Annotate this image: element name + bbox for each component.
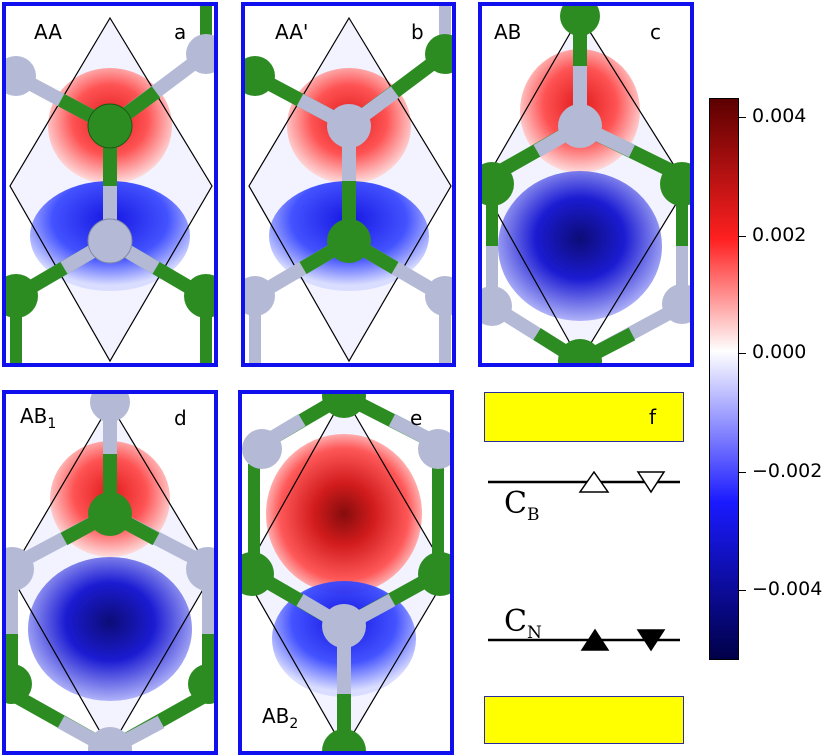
stacking-label-aa-prime: AA' (275, 20, 309, 44)
colorbar-tick-label: 0.004 (752, 105, 807, 127)
panel-ab1: AB1 d (2, 390, 218, 755)
colorbar-tick-label: 0.002 (752, 224, 807, 246)
colorbar-tick-label: −0.004 (752, 578, 823, 600)
stacking-label-ab1-sub: 1 (47, 416, 57, 432)
density-map-aa-prime (245, 6, 452, 363)
cn-label: CN (504, 604, 542, 643)
panel-letter-e: e (410, 406, 423, 430)
panel-letter-a: a (174, 20, 187, 44)
colorbar-tick (739, 236, 746, 237)
panel-aa-prime: AA' b (241, 2, 456, 367)
cb-down-triangle-icon (636, 471, 666, 494)
highlight-box-top: f (484, 392, 684, 442)
cn-down-triangle-icon (636, 629, 666, 652)
stacking-label-ab2-base: AB (262, 704, 290, 728)
colorbar-tick (739, 472, 746, 473)
stacking-label-ab1: AB1 (20, 404, 56, 432)
stacking-label-aa: AA (34, 20, 62, 44)
colorbar-tick-label: 0.000 (752, 341, 807, 363)
density-map-ab2 (242, 394, 450, 751)
density-map-ab1 (6, 394, 214, 751)
colorbar-tick (739, 590, 746, 591)
colorbar-tick-label: −0.002 (752, 460, 823, 482)
stacking-label-ab: AB (494, 20, 522, 44)
stacking-label-ab2-sub: 2 (289, 716, 299, 732)
density-map-aa (6, 6, 214, 363)
stacking-label-ab2: AB2 (262, 704, 298, 732)
cn-up-triangle-icon (580, 628, 610, 651)
panel-letter-b: b (411, 20, 424, 44)
panel-aa: AA a (2, 2, 218, 367)
panel-ab2: AB2 e (238, 390, 454, 755)
level-diagram (488, 470, 680, 652)
stacking-label-ab1-base: AB (20, 404, 48, 428)
panel-letter-f: f (649, 405, 657, 429)
cb-up-triangle-icon (578, 470, 610, 493)
panel-letter-d: d (174, 406, 187, 430)
colorbar (709, 98, 739, 660)
cb-label-base: C (504, 486, 527, 521)
cb-label-sub: B (526, 505, 540, 525)
cn-label-sub: N (526, 623, 542, 643)
colorbar-tick (739, 353, 746, 354)
panel-ab: AB c (478, 2, 694, 367)
density-map-ab (482, 6, 690, 363)
cn-label-base: C (504, 604, 527, 639)
cb-label: CB (504, 486, 539, 525)
highlight-box-bottom (484, 696, 684, 744)
panel-letter-c: c (650, 20, 661, 44)
colorbar-tick (739, 117, 746, 118)
